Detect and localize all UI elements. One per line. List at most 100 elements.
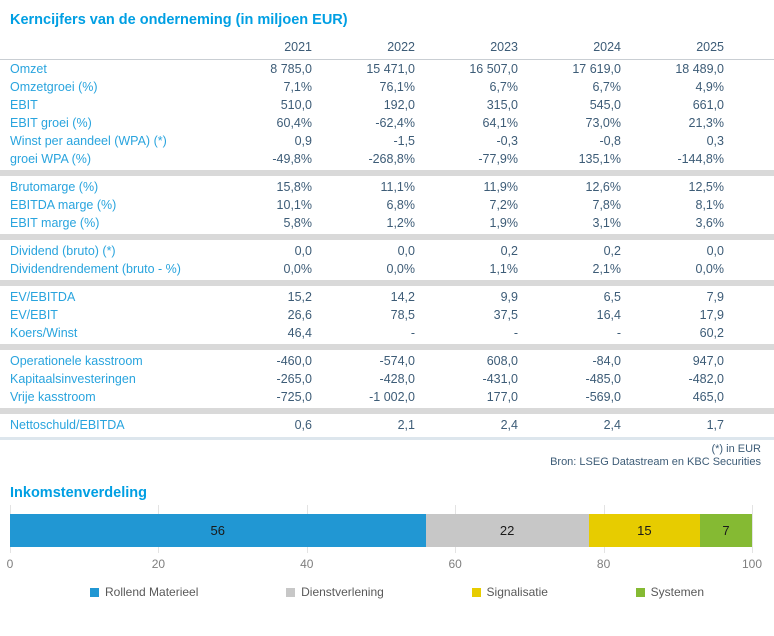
legend-swatch — [90, 587, 99, 597]
cell-value: 16,4 — [596, 308, 621, 322]
cell-value: 2,4 — [603, 418, 621, 432]
cell-value: 135,1% — [578, 152, 621, 166]
cell-value: -268,8% — [368, 152, 415, 166]
year-header: 2023 — [490, 40, 518, 54]
key-figures-table: 2021 2022 2023 2024 2025 Omzet 8 785,0 15 471,… — [0, 38, 774, 440]
cell-value: 11,1% — [380, 180, 415, 194]
cell-value: -265,0 — [276, 372, 312, 386]
cell-value: 315,0 — [486, 98, 518, 112]
axis-tick-label: 100 — [741, 557, 763, 571]
cell-value: 2,4 — [500, 418, 518, 432]
cell-value: 0,0% — [386, 262, 416, 276]
cell-value: 6,7% — [489, 80, 519, 94]
cell-value: 60,4% — [276, 116, 312, 130]
cell-value: 0,2 — [500, 244, 518, 258]
page-title: Kerncijfers van de onderneming (in miljo… — [10, 12, 348, 28]
cell-value: -62,4% — [375, 116, 415, 130]
cell-value: 6,8% — [386, 198, 416, 212]
cell-value: 1,1% — [489, 262, 519, 276]
legend-swatch — [286, 587, 296, 597]
cell-value: 0,0 — [706, 244, 724, 258]
source-credit: Bron: LSEG Datastream en KBC Securities — [550, 456, 761, 468]
cell-value: 465,0 — [692, 390, 724, 404]
axis-tick-label: 20 — [151, 557, 166, 571]
cell-value: 0,2 — [603, 244, 621, 258]
cell-value: 2,1% — [592, 262, 622, 276]
group-separator — [0, 280, 774, 286]
cell-value: 1,2% — [386, 216, 416, 230]
year-header: 2021 — [284, 40, 312, 54]
table-bottom-rule — [0, 437, 774, 440]
table-row: EBIT groei (%) 60,4% -62,4% 64,1% 73,0% 21,3% — [0, 114, 774, 132]
cell-value: 12,6% — [585, 180, 621, 194]
cell-value: 0,9 — [294, 134, 312, 148]
cell-value: 1,9% — [489, 216, 519, 230]
cell-value: 10,1% — [276, 198, 312, 212]
cell-value: 0,0% — [695, 262, 725, 276]
cell-value: 7,2% — [489, 198, 519, 212]
row-label: Koers/Winst — [10, 326, 78, 340]
bar-segment: 56 — [10, 514, 426, 547]
legend-item: Signalisatie — [471, 585, 548, 599]
cell-value: 545,0 — [589, 98, 621, 112]
legend-item: Systemen — [635, 585, 704, 599]
legend-label: Systemen — [650, 585, 704, 599]
bar-segment-value: 56 — [210, 523, 225, 538]
cell-value: -77,9% — [478, 152, 518, 166]
table-row: EV/EBITDA 15,2 14,2 9,9 6,5 7,9 — [0, 288, 774, 306]
cell-value: 7,9 — [706, 290, 724, 304]
cell-value: - — [616, 326, 621, 340]
axis-tick-label: 60 — [448, 557, 462, 571]
cell-value: 26,6 — [287, 308, 312, 322]
cell-value: 0,3 — [706, 134, 724, 148]
cell-value: 661,0 — [692, 98, 724, 112]
cell-value: - — [410, 326, 415, 340]
table-row: Nettoschuld/EBITDA 0,6 2,1 2,4 2,4 1,7 — [0, 416, 774, 434]
table-body: Omzet 8 785,0 15 471,0 16 507,0 17 619,0 18 4… — [0, 60, 774, 434]
bar-segment: 7 — [700, 514, 752, 547]
table-row: groei WPA (%) -49,8% -268,8% -77,9% 135,1% -1… — [0, 150, 774, 168]
table-row: Koers/Winst 46,4 - - - 60,2 — [0, 324, 774, 342]
row-label: Dividend (bruto) (*) — [10, 244, 116, 258]
row-label: Omzet — [10, 62, 47, 76]
row-label: EV/EBITDA — [10, 290, 76, 304]
row-label: groei WPA (%) — [10, 152, 92, 166]
table-row: Dividend (bruto) (*) 0,0 0,0 0,2 0,2 0,0 — [0, 242, 774, 260]
cell-value: 60,2 — [699, 326, 724, 340]
row-label: Brutomarge (%) — [10, 180, 99, 194]
row-label: Omzetgroei (%) — [10, 80, 98, 94]
cell-value: 46,4 — [287, 326, 312, 340]
cell-value: -574,0 — [379, 354, 415, 368]
cell-value: -144,8% — [677, 152, 724, 166]
bar-segment: 22 — [425, 514, 589, 547]
legend-swatch — [635, 587, 645, 597]
cell-value: 3,6% — [695, 216, 725, 230]
table-row: Winst per aandeel (WPA) (*) 0,9 -1,5 -0,3 -0… — [0, 132, 774, 150]
cell-value: 76,1% — [379, 80, 415, 94]
row-label: EBIT — [10, 98, 38, 112]
row-label: EBIT groei (%) — [10, 116, 92, 130]
legend-label: Rollend Materieel — [105, 585, 199, 599]
cell-value: 5,8% — [283, 216, 313, 230]
cell-value: - — [513, 326, 518, 340]
cell-value: -49,8% — [272, 152, 312, 166]
cell-value: -428,0 — [379, 372, 415, 386]
cell-value: -482,0 — [688, 372, 724, 386]
row-label: Nettoschuld/EBITDA — [10, 418, 125, 432]
cell-value: -485,0 — [585, 372, 621, 386]
cell-value: -1 002,0 — [369, 390, 415, 404]
year-header: 2022 — [387, 40, 415, 54]
table-row: Omzetgroei (%) 7,1% 76,1% 6,7% 6,7% 4,9% — [0, 78, 774, 96]
row-label: EBIT marge (%) — [10, 216, 100, 230]
cell-value: 0,0 — [397, 244, 415, 258]
cell-value: 16 507,0 — [469, 62, 518, 76]
cell-value: -431,0 — [482, 372, 518, 386]
cell-value: 64,1% — [482, 116, 518, 130]
cell-value: 608,0 — [486, 354, 518, 368]
axis-tick-label: 40 — [300, 557, 314, 571]
cell-value: 18 489,0 — [675, 62, 724, 76]
table-header-row: 2021 2022 2023 2024 2025 — [0, 38, 774, 60]
year-header: 2025 — [696, 40, 724, 54]
cell-value: 15,2 — [287, 290, 312, 304]
cell-value: 192,0 — [383, 98, 415, 112]
